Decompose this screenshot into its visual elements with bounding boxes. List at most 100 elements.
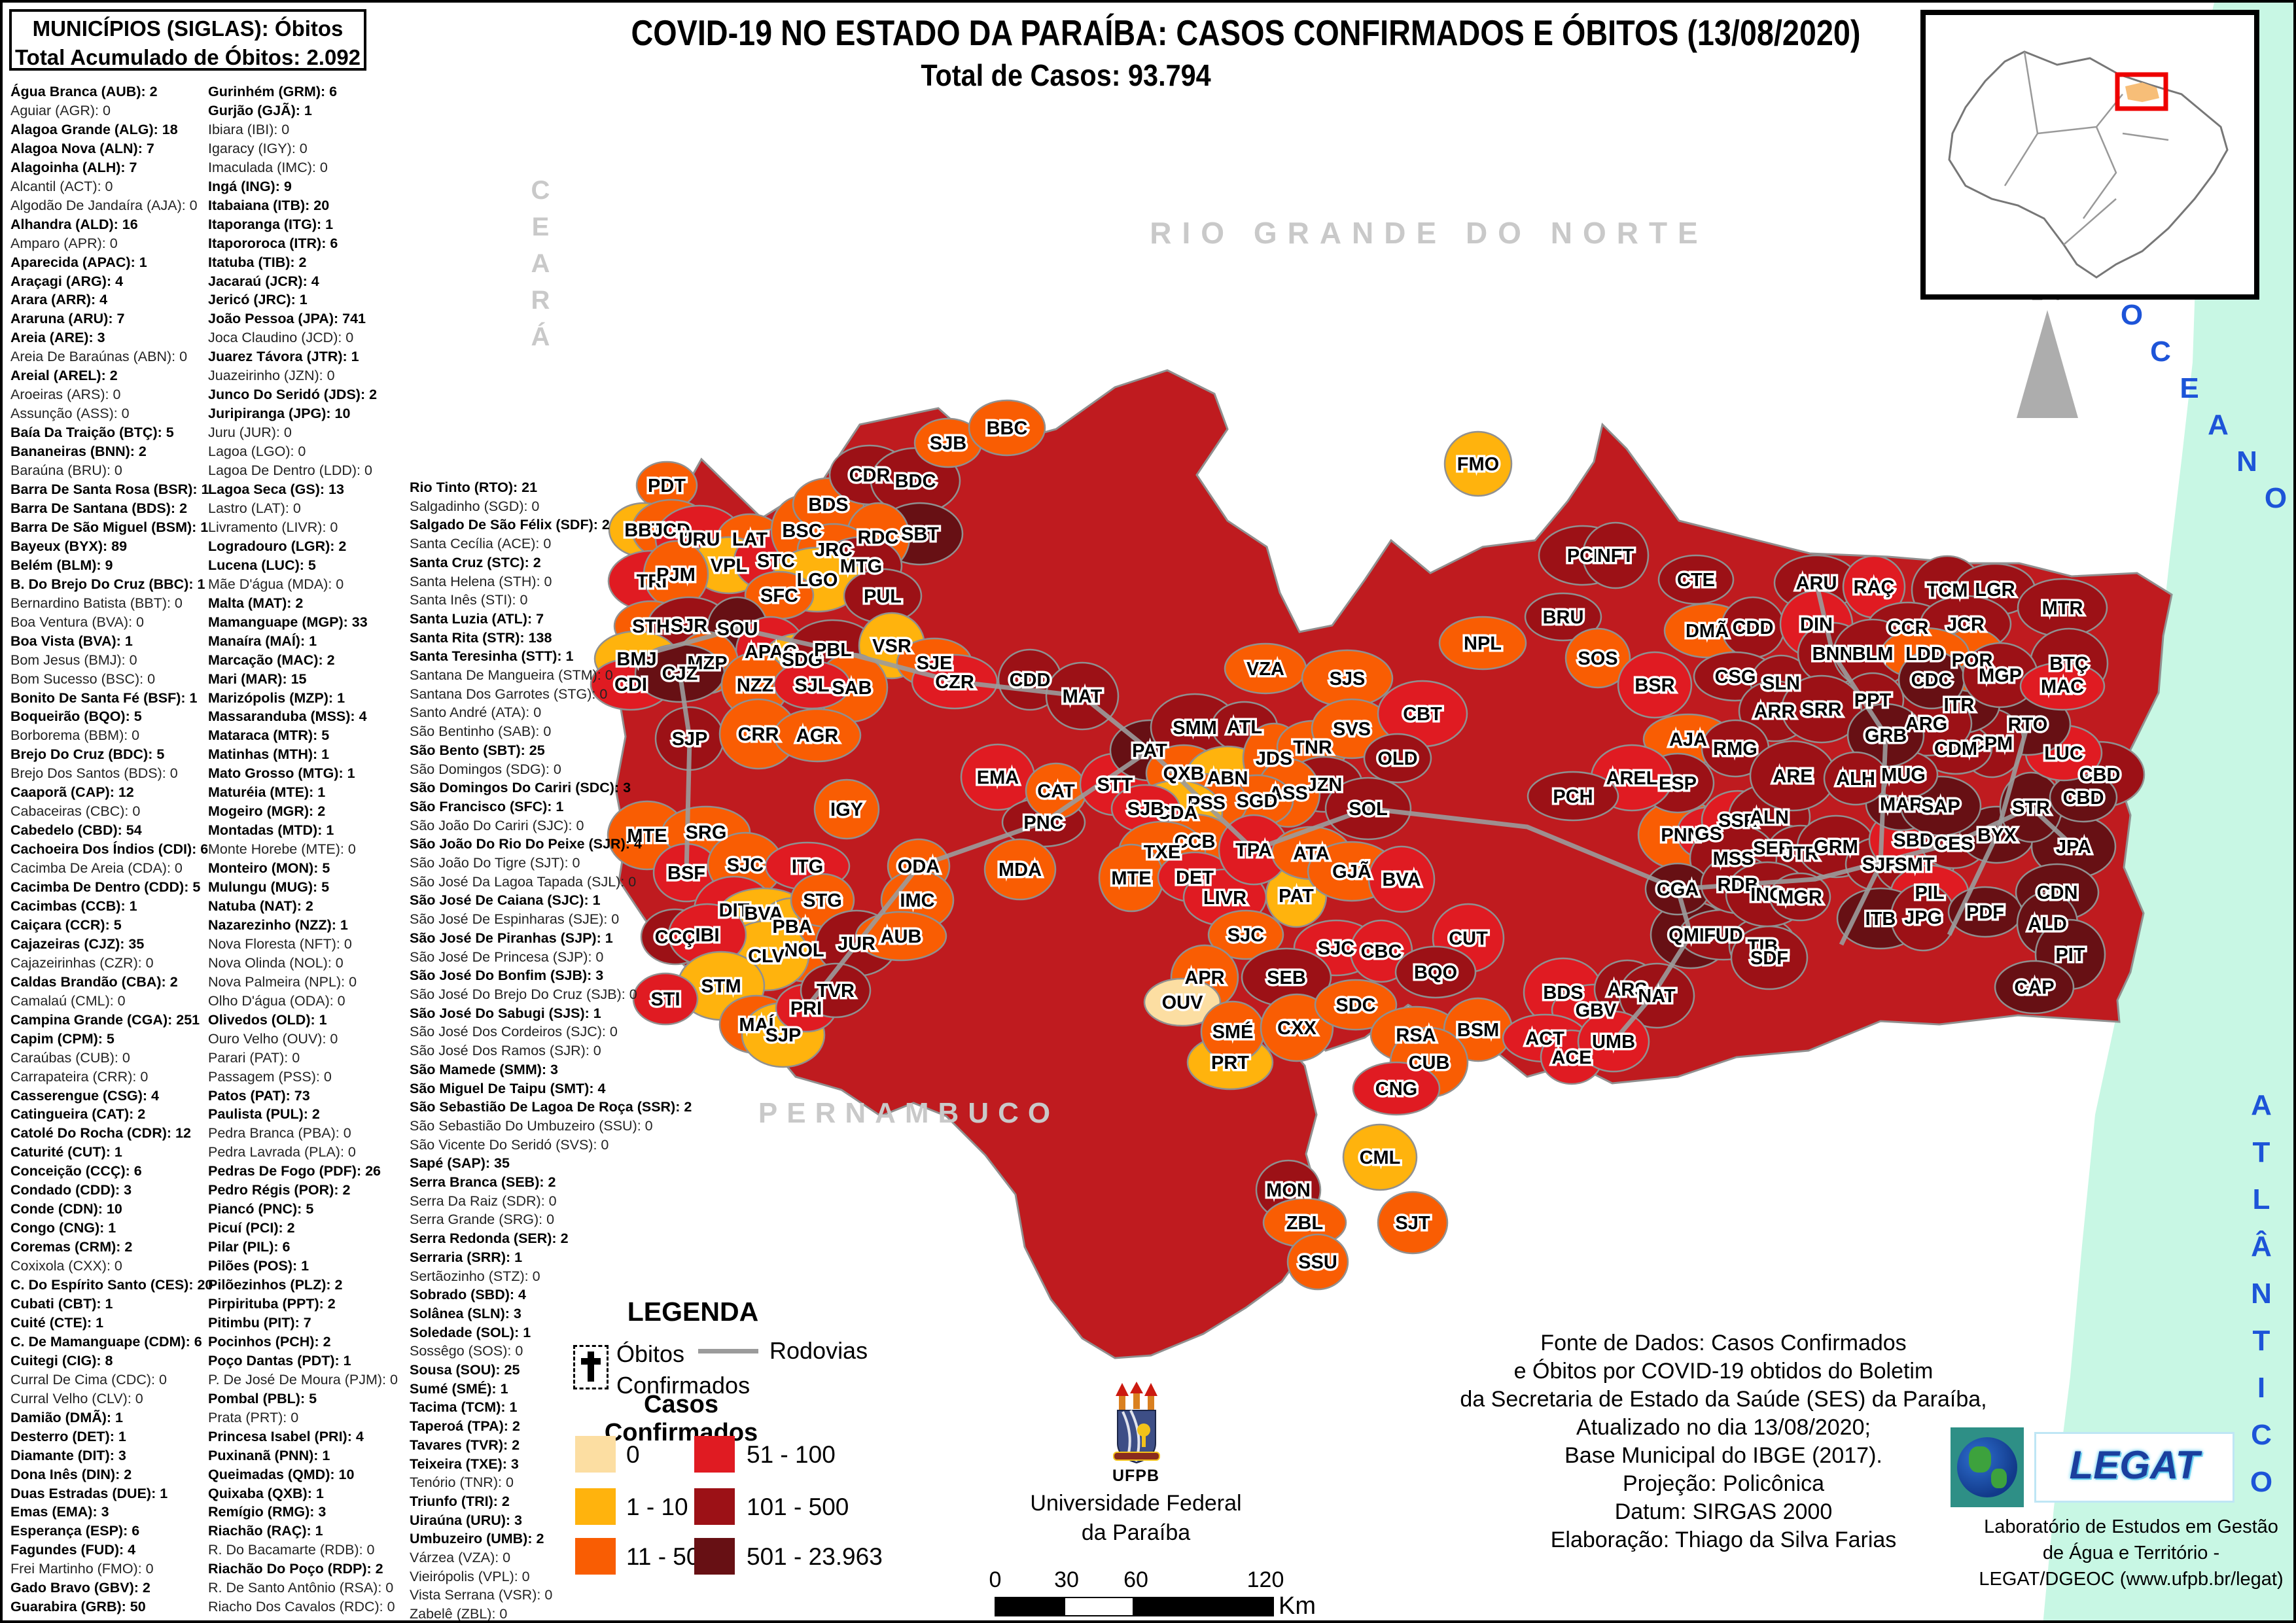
map-label-CBD: CBD (2079, 765, 2121, 786)
map-label-SOU: SOU (717, 619, 758, 640)
source-line: Projeção: Policônica (1622, 1471, 1825, 1496)
map-label-ARR: ARR (1754, 701, 1795, 722)
municipality-entry: Massaranduba (MSS): 4 (208, 708, 367, 725)
road-line (1612, 888, 1693, 1043)
municipality-entry: Sobrado (SBD): 4 (410, 1287, 526, 1303)
map-label-MGP: MGP (1979, 665, 2022, 686)
map-label-BSC: BSC (782, 521, 822, 542)
municipality-entry: João Pessoa (JPA): 741 (208, 311, 366, 327)
municipality-entry: Alagoinha (ALH): 7 (10, 159, 137, 175)
municipality-entry: Amparo (APR): 0 (10, 235, 118, 251)
municipality-entry: Cachoeira Dos Índios (CDI): 6 (10, 841, 209, 858)
municipality-entry: Vista Serrana (VSR): 0 (410, 1587, 553, 1603)
scalebar-tick-60: 60 (1123, 1567, 1148, 1592)
municipality-entry: Várzea (VZA): 0 (410, 1550, 511, 1566)
scalebar-tick-120: 120 (1246, 1567, 1284, 1592)
map-label-BSR: BSR (1634, 675, 1674, 696)
map-label-STC: STC (757, 551, 795, 572)
cross-horizontal-bar (581, 1358, 601, 1365)
map-label-VSR: VSR (872, 636, 911, 657)
map-label-CJZ: CJZ (662, 663, 698, 684)
map-label-PSS: PSS (1188, 793, 1226, 814)
map-label-ARE: ARE (1773, 766, 1812, 787)
municipality-entry: Rio Tinto (RTO): 21 (410, 480, 538, 495)
map-label-LUC: LUC (2044, 743, 2083, 764)
municipality-entry: P. De José De Moura (PJM): 0 (208, 1371, 398, 1387)
municipality-entry: São João Do Rio Do Peixe (SJR): 4 (410, 836, 642, 852)
municipality-entry: Cacimba De Dentro (CDD): 5 (10, 879, 201, 896)
municipality-entry: Belém (BLM): 9 (10, 557, 113, 573)
map-label-PJM: PJM (656, 565, 696, 585)
legat-logo: LEGAT (2034, 1432, 2234, 1503)
map-label-ITB: ITB (1865, 909, 1896, 930)
municipality-entry: Lagoa Seca (GS): 13 (208, 481, 344, 498)
municipality-entry: Curral De Cima (CDC): 0 (10, 1371, 167, 1387)
map-label-DET: DET (1176, 867, 1214, 888)
municipality-entry: Santa Inês (STI): 0 (410, 592, 528, 608)
map-label-CTE: CTE (1677, 570, 1715, 591)
map-label-SJC: SJC (727, 855, 764, 876)
map-label-SGD: SGD (1237, 791, 1278, 812)
map-label-SDG: SDG (782, 650, 823, 671)
map-label-SJT: SJT (1395, 1213, 1430, 1234)
map-label-CSG: CSG (1715, 667, 1756, 688)
map-label-ITR: ITR (1944, 695, 1975, 716)
municipality-entry: Soledade (SOL): 1 (410, 1324, 531, 1340)
scalebar-tick-0: 0 (989, 1567, 1002, 1592)
municipality-entry: Puxinanã (PNN): 1 (208, 1447, 330, 1463)
municipality-entry: Picuí (PCI): 2 (208, 1220, 295, 1236)
municipality-area-AUB (855, 911, 947, 962)
municipality-entry: Pilõezinhos (PLZ): 2 (208, 1277, 343, 1293)
map-label-GRB: GRB (1865, 725, 1907, 746)
municipality-entry: Alagoa Nova (ALN): 7 (10, 140, 154, 156)
municipality-entry: Uiraúna (URU): 3 (410, 1512, 523, 1528)
map-label-SMT: SMT (1894, 854, 1935, 875)
map-label-PPT: PPT (1854, 690, 1892, 711)
map-label-GRM: GRM (1814, 837, 1858, 858)
municipality-entry: Logradouro (LGR): 2 (208, 538, 347, 554)
municipality-entry: Aroeiras (ARS): 0 (10, 387, 121, 403)
inset-paraiba-highlight (2125, 82, 2159, 102)
map-label-STT: STT (1097, 775, 1133, 795)
municipality-entry: Araruna (ARU): 7 (10, 311, 125, 327)
municipality-entry: Lastro (LAT): 0 (208, 500, 301, 516)
map-label-CGA: CGA (1657, 879, 1699, 900)
municipality-entry: Vieirópolis (VPL): 0 (410, 1568, 530, 1584)
map-label-JUR: JUR (838, 934, 875, 954)
municipality-entry: Bom Jesus (BMJ): 0 (10, 652, 137, 668)
map-label-LGR: LGR (1975, 580, 2015, 601)
municipality-entry: Caaporã (CAP): 12 (10, 784, 134, 801)
municipality-entry: Montadas (MTD): 1 (208, 822, 334, 839)
map-label-MAC: MAC (2041, 676, 2084, 697)
municipality-entry: Boqueirão (BQO): 5 (10, 708, 142, 725)
municipality-entry: São José De Caiana (SJC): 1 (410, 892, 601, 909)
municipality-entry: Taperoá (TPA): 2 (410, 1418, 520, 1435)
map-label-NZZ: NZZ (737, 675, 773, 696)
map-label-BSM: BSM (1457, 1020, 1499, 1041)
municipality-entry: Serra Grande (SRG): 0 (410, 1212, 555, 1228)
map-label-BLM: BLM (1852, 644, 1894, 665)
municipality-entry: Itabaiana (ITB): 20 (208, 197, 330, 213)
torches (1116, 1382, 1157, 1410)
municipality-entry: São Mamede (SMM): 3 (410, 1061, 558, 1077)
municipality-entry: Passagem (PSS): 0 (208, 1068, 332, 1085)
municipality-area-BRU (1524, 592, 1602, 642)
map-label-STI: STI (650, 989, 680, 1010)
municipality-area-MGR (1769, 872, 1831, 922)
municipality-entry: Mogeiro (MGR): 2 (208, 803, 326, 820)
map-label-MTR: MTR (2042, 598, 2083, 619)
municipality-area-OLD (1363, 733, 1432, 784)
municipality-entry: C. De Mamanguape (CDM): 6 (10, 1333, 202, 1350)
map-label-CLV: CLV (748, 946, 785, 967)
map-label-PAT: PAT (1132, 741, 1167, 761)
municipality-entry: Caturité (CUT): 1 (10, 1144, 122, 1161)
ocean-label-atlantico-letter: A (2251, 1089, 2272, 1121)
municipality-entry: Mataraca (MTR): 5 (208, 727, 330, 744)
municipality-area-BVA (1368, 845, 1436, 913)
inset-highlight-rect (2115, 72, 2168, 111)
municipality-entry: Imaculada (IMC): 0 (208, 159, 328, 175)
municipality-entry: Igaracy (IGY): 0 (208, 140, 308, 156)
map-label-MAÍ: MAÍ (739, 1013, 774, 1036)
north-arrow-icon (2017, 310, 2078, 418)
municipality-entry: Dona Inês (DIN): 2 (10, 1466, 132, 1482)
